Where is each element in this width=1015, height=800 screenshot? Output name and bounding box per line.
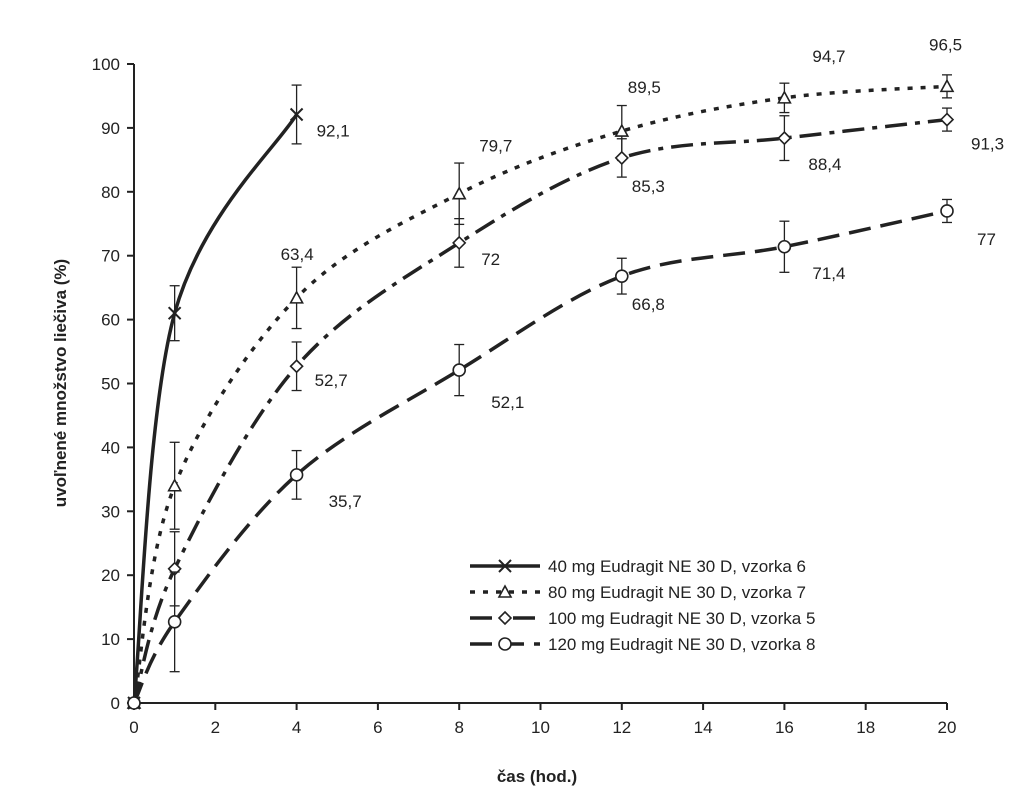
legend-marker <box>497 610 513 626</box>
data-point <box>451 186 467 200</box>
data-label: 91,3 <box>971 135 1004 154</box>
series-line <box>132 209 948 704</box>
data-point <box>127 696 141 710</box>
legend-entry: 120 mg Eudragit NE 30 D, vzorka 8 <box>470 635 815 654</box>
x-tick-label: 10 <box>531 718 550 737</box>
data-label: 96,5 <box>929 35 962 54</box>
data-label: 71,4 <box>812 264 845 283</box>
data-label: 88,4 <box>808 155 841 174</box>
data-point <box>940 204 954 218</box>
series-line <box>132 117 948 704</box>
data-point <box>452 363 467 377</box>
y-tick-label: 100 <box>92 55 120 74</box>
data-point <box>452 235 467 251</box>
data-point <box>614 123 630 137</box>
data-point <box>777 130 792 146</box>
data-label: 52,7 <box>315 371 348 390</box>
x-tick-label: 18 <box>856 718 875 737</box>
legend-marker <box>498 559 512 573</box>
data-label: 92,1 <box>317 121 350 140</box>
data-point <box>167 478 182 492</box>
x-tick-label: 2 <box>211 718 220 737</box>
data-label: 79,7 <box>479 137 512 156</box>
series-line <box>132 113 299 704</box>
x-tick-label: 12 <box>612 718 631 737</box>
y-tick-label: 0 <box>111 694 120 713</box>
y-axis-title: uvoľnené množstvo liečiva (%) <box>51 259 70 507</box>
x-axis-title: čas (hod.) <box>497 767 577 786</box>
series-1 <box>127 84 304 710</box>
data-label: 72 <box>481 250 500 269</box>
data-point <box>289 290 304 304</box>
data-label: 89,5 <box>628 78 661 97</box>
data-label: 63,4 <box>281 245 314 264</box>
series-2 <box>126 74 955 709</box>
series-line <box>132 84 948 704</box>
y-tick-label: 60 <box>101 311 120 330</box>
legend-marker <box>498 637 512 651</box>
data-point <box>167 615 182 629</box>
marker-stroke <box>498 559 512 573</box>
legend-entry: 100 mg Eudragit NE 30 D, vzorka 5 <box>470 609 815 628</box>
legend-entry: 80 mg Eudragit NE 30 D, vzorka 7 <box>470 583 806 602</box>
data-label: 85,3 <box>632 177 665 196</box>
x-tick-label: 0 <box>129 718 138 737</box>
data-label: 35,7 <box>329 492 362 511</box>
legend-label: 80 mg Eudragit NE 30 D, vzorka 7 <box>548 583 806 602</box>
data-label: 77 <box>977 230 996 249</box>
data-label: 94,7 <box>812 47 845 66</box>
x-tick-label: 8 <box>454 718 463 737</box>
marker-stroke <box>289 107 304 122</box>
data-point <box>289 468 304 482</box>
y-tick-label: 30 <box>101 502 120 521</box>
y-tick-label: 70 <box>101 247 120 266</box>
series-layer <box>126 74 955 711</box>
data-point <box>614 269 629 283</box>
data-point <box>777 239 792 254</box>
data-point <box>167 306 182 320</box>
data-label: 66,8 <box>632 295 665 314</box>
y-tick-label: 10 <box>101 630 120 649</box>
data-point <box>939 112 955 127</box>
ticks: 0 2 4 6 8 10 12 14 16 18 20 0 10 20 30 40 50 60 70 80 90 100 <box>92 55 957 737</box>
x-tick-label: 14 <box>694 718 713 737</box>
legend-label: 120 mg Eudragit NE 30 D, vzorka 8 <box>548 635 815 654</box>
data-point <box>289 107 304 122</box>
x-tick-label: 16 <box>775 718 794 737</box>
series-4 <box>127 198 954 710</box>
series-3 <box>126 107 955 711</box>
marker-stroke <box>167 306 182 320</box>
x-tick-label: 20 <box>938 718 957 737</box>
data-point <box>777 90 792 104</box>
data-point <box>289 359 304 374</box>
y-tick-label: 50 <box>101 375 120 394</box>
x-tick-label: 4 <box>292 718 301 737</box>
legend-marker <box>497 584 513 598</box>
data-point <box>939 78 955 93</box>
y-tick-label: 90 <box>101 119 120 138</box>
legend-label: 100 mg Eudragit NE 30 D, vzorka 5 <box>548 609 815 628</box>
legend: 40 mg Eudragit NE 30 D, vzorka 6 80 mg Eu… <box>470 557 815 654</box>
data-point <box>614 150 629 166</box>
y-tick-label: 80 <box>101 183 120 202</box>
data-labels: 92,1 63,4 79,7 89,5 94,7 96,5 52,7 72 85,3 88,4 91… <box>281 35 1004 511</box>
legend-entry: 40 mg Eudragit NE 30 D, vzorka 6 <box>470 557 806 576</box>
y-tick-label: 20 <box>101 566 120 585</box>
y-tick-label: 40 <box>101 438 120 457</box>
x-tick-label: 6 <box>373 718 382 737</box>
data-label: 52,1 <box>491 393 524 412</box>
legend-label: 40 mg Eudragit NE 30 D, vzorka 6 <box>548 557 806 576</box>
